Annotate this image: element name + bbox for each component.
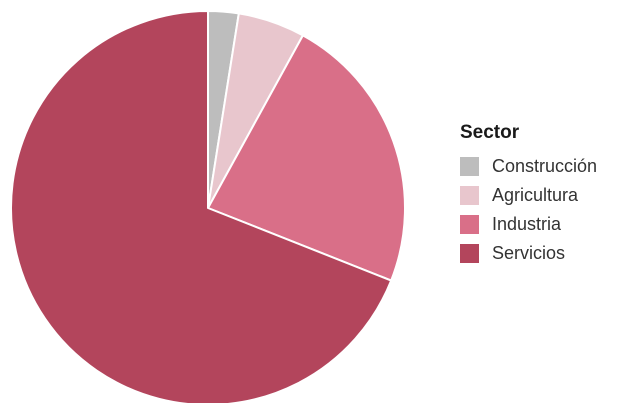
legend-label: Servicios bbox=[492, 243, 566, 263]
legend-swatch bbox=[460, 215, 479, 234]
legend-item-construccion: Construcción bbox=[460, 152, 644, 181]
pie-slices bbox=[10, 10, 406, 403]
legend-label: Agricultura bbox=[492, 185, 579, 205]
legend-item-industria: Industria bbox=[460, 210, 644, 239]
legend-title: Sector bbox=[460, 122, 520, 143]
legend-swatch bbox=[460, 186, 479, 205]
pie-slice-servicios bbox=[10, 10, 393, 403]
legend-swatch bbox=[460, 244, 479, 263]
legend-label: Industria bbox=[492, 214, 562, 234]
legend-item-servicios: Servicios bbox=[460, 239, 644, 268]
legend-item-agricultura: Agricultura bbox=[460, 181, 644, 210]
legend: Sector Construcción Agricultura Industri… bbox=[460, 122, 644, 268]
legend-label: Construcción bbox=[492, 156, 598, 176]
legend-swatch bbox=[460, 157, 479, 176]
pie-slice-industria bbox=[207, 34, 406, 282]
